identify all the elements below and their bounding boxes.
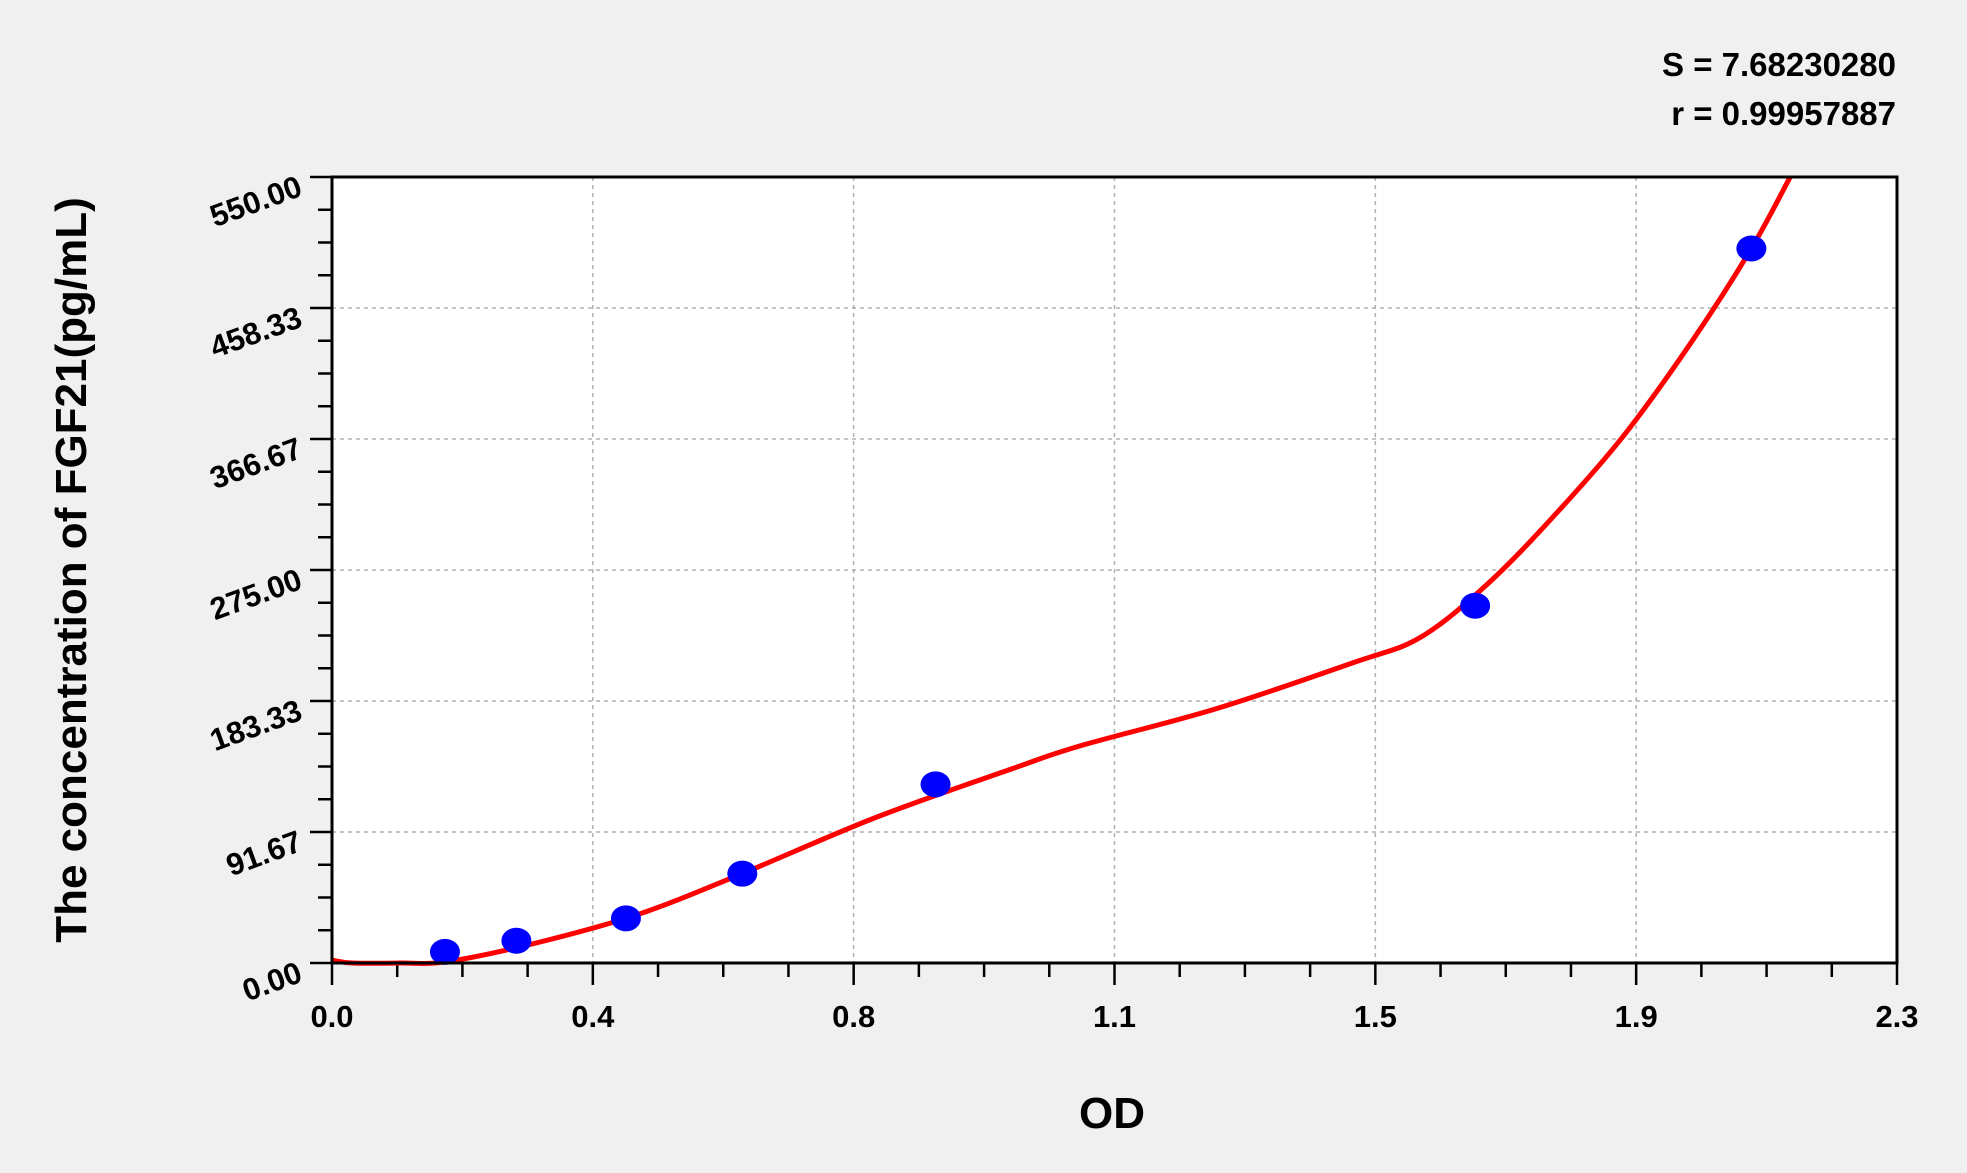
x-axis-title: OD [1079,1089,1145,1138]
x-tick-label: 0.4 [571,999,615,1034]
fit-curve-line [331,175,1793,966]
y-tick-label: 0.00 [238,955,307,1009]
y-tick-label: 183.33 [205,693,306,758]
y-axis-title: The concentration of FGF21(pg/mL) [47,197,96,943]
x-tick-label: 0.0 [310,999,353,1034]
data-point [727,860,758,887]
data-point [610,905,641,932]
y-tick-label: 550.00 [205,169,306,234]
x-tick-label: 2.3 [1875,999,1918,1034]
y-tick-label: 91.67 [222,824,307,883]
stat-s: S = 7.68230280 [1662,46,1896,83]
plot-frame [330,175,1899,965]
x-tick-label: 0.8 [832,999,875,1034]
data-point [429,938,460,965]
data-point [501,927,532,954]
x-tick-labels: 0.0 0.4 0.8 1.1 1.5 1.9 2.3 [310,999,1918,1034]
data-point [920,771,951,798]
x-tick-label: 1.9 [1615,999,1658,1034]
y-tick-label: 366.67 [205,431,306,496]
x-tick-label: 1.5 [1354,999,1397,1034]
y-tick-label: 458.33 [205,300,306,365]
stat-r: r = 0.99957887 [1671,95,1896,132]
data-points-layer [429,235,1767,965]
fit-curve-layer [331,175,1793,966]
axis-ticks [310,175,1899,985]
data-point [1460,592,1491,619]
y-tick-label: 275.00 [205,562,306,627]
data-point [1736,235,1767,262]
x-tick-label: 1.1 [1093,999,1136,1034]
y-tick-labels: 0.00 91.67 183.33 275.00 366.67 458.33 550.00 [205,169,306,1009]
grid-lines [332,177,1897,963]
